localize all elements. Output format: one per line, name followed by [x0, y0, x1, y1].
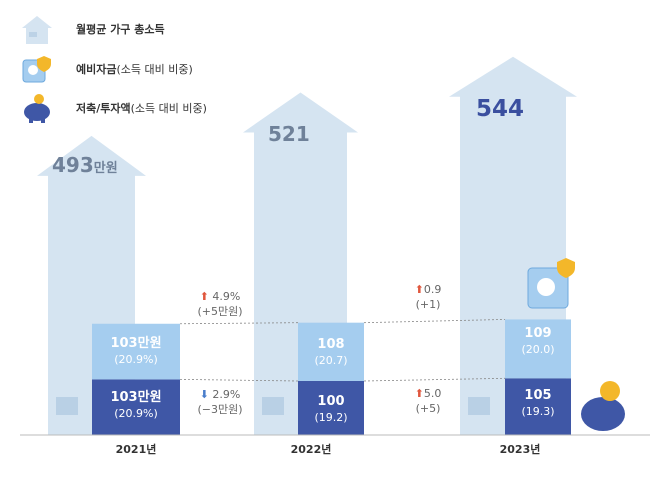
reserve-label-2022: 108 (20.7): [314, 337, 348, 367]
safe-icon: [20, 54, 54, 84]
savings-change-2022: ⬇ 2.9% (−3만원): [197, 388, 243, 416]
savings-bar: [298, 381, 364, 435]
piggy-bank-icon: [581, 397, 625, 431]
legend-total-income: 월평균 가구 총소득: [20, 14, 165, 44]
legend-label: 월평균 가구 총소득: [76, 23, 165, 36]
house-window: [262, 397, 284, 415]
savings-label-2023: 105 (19.3): [521, 388, 555, 418]
year-label-2022: 2022년: [290, 443, 332, 456]
legend-label: 예비자금(소득 대비 비중): [76, 63, 193, 76]
savings-bar: [505, 378, 571, 435]
legend-reserve-fund: 예비자금(소득 대비 비중): [20, 54, 193, 84]
trend-line: [363, 377, 506, 382]
savings-label-2022: 100 (19.2): [314, 394, 348, 424]
reserve-bar: [92, 323, 180, 380]
reserve-bar: [505, 319, 571, 379]
savings-label-2021: 103만원 (20.9%): [110, 390, 162, 420]
year-label-2021: 2021년: [115, 443, 157, 456]
reserve-label-2023: 109 (20.0): [521, 326, 555, 356]
trend-line: [363, 319, 506, 324]
shield-check-icon: [557, 258, 575, 278]
arrow-up-icon: ⬆: [414, 283, 424, 296]
arrow-down-icon: ⬇: [199, 388, 209, 401]
reserve-change-2023: ⬆0.9 (+1): [414, 283, 442, 311]
arrow-up-icon: ⬆: [414, 387, 424, 400]
reserve-bar: [298, 322, 364, 381]
house-window: [468, 397, 490, 415]
arrow-up-icon: ⬆: [199, 290, 209, 303]
legend-label: 저축/투자액(소득 대비 비중): [76, 102, 207, 115]
safe-dial: [537, 278, 555, 296]
house-icon: [20, 14, 54, 44]
legend-savings: 저축/투자액(소득 대비 비중): [20, 93, 207, 123]
total-income-2022: 521: [268, 122, 310, 146]
savings-bar: [92, 379, 180, 435]
year-label-2023: 2023년: [499, 443, 541, 456]
savings-change-2023: ⬆5.0 (+5): [414, 387, 442, 415]
total-income-2023: 544: [476, 96, 525, 122]
won-coin-icon: [600, 381, 620, 401]
piggy-bank-icon: [20, 93, 54, 123]
house-window: [56, 397, 78, 415]
total-income-2021: 493만원: [52, 153, 118, 177]
reserve-label-2021: 103만원 (20.9%): [110, 336, 162, 366]
reserve-change-2022: ⬆ 4.9% (+5만원): [197, 290, 243, 318]
